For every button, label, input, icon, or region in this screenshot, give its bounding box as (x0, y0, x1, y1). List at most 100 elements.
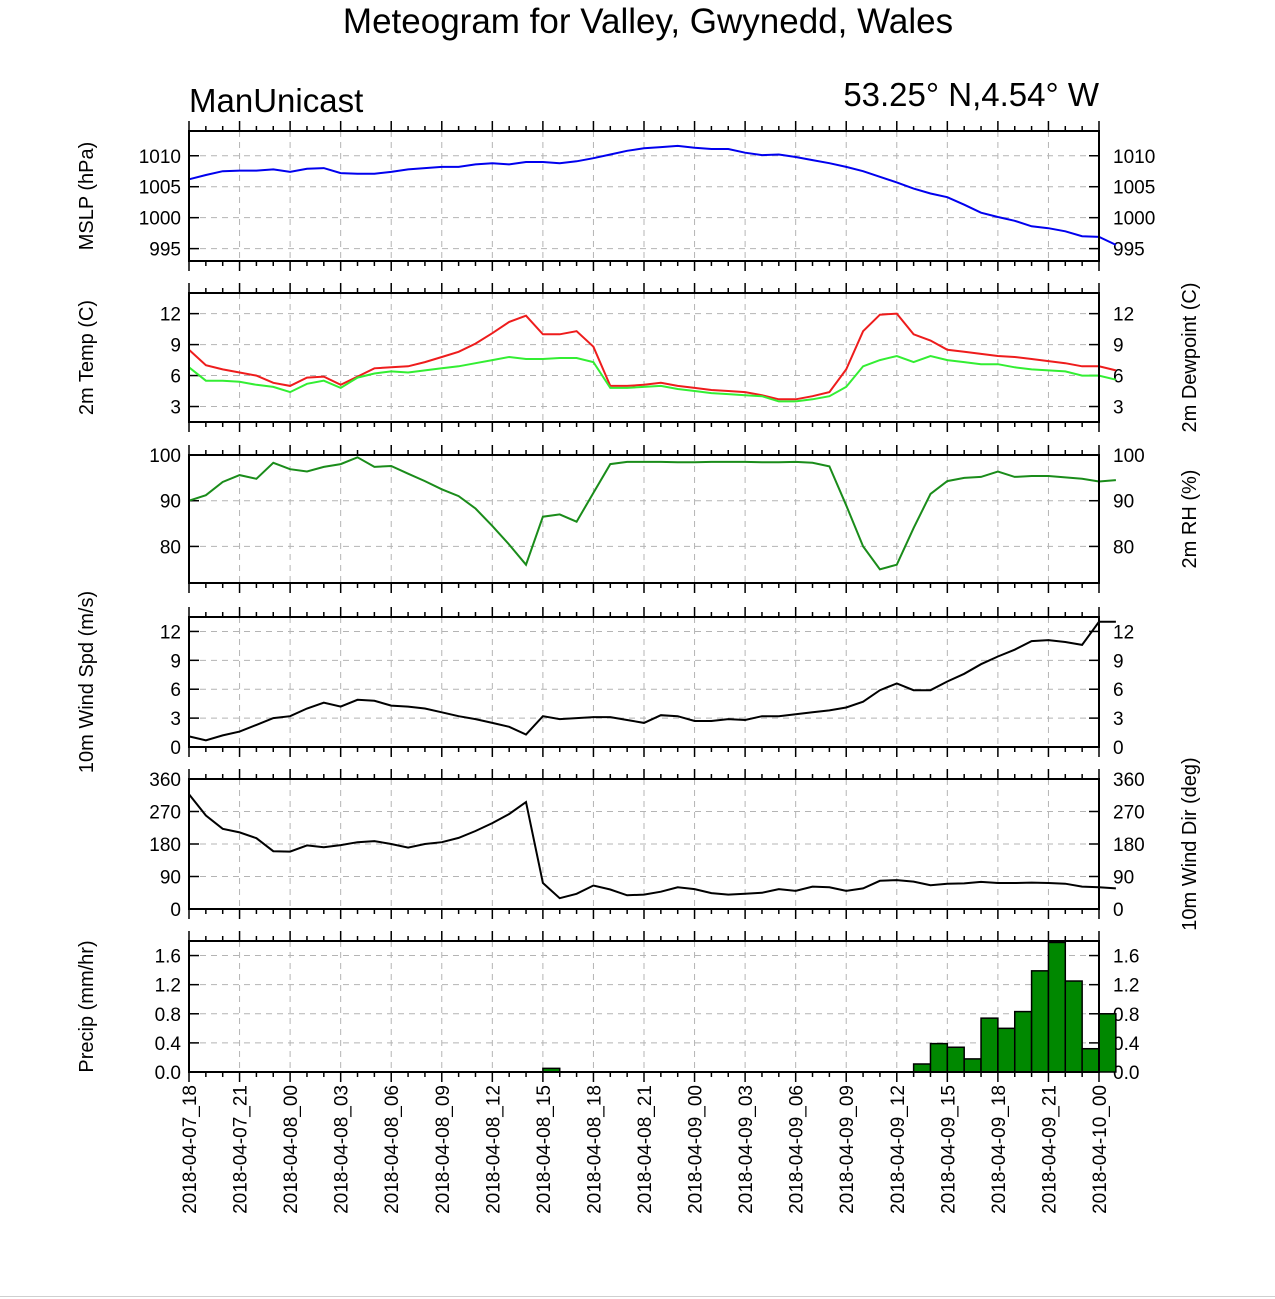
x-tick-label: 2018-04-08_12 (483, 1085, 504, 1214)
series-line-wind_speed (188, 620, 1116, 742)
y-tick-label-right: 1.6 (1113, 947, 1139, 968)
x-tick-label: 2018-04-09_15 (938, 1085, 959, 1214)
y-tick-label-right: 6 (1113, 367, 1124, 388)
precip-bar (997, 1027, 1016, 1073)
y-tick-label-right: 1010 (1113, 147, 1155, 168)
precip-bar (1064, 980, 1083, 1073)
location-label: 53.25° N,4.54° W (843, 76, 1100, 113)
y-tick-label-left: 90 (160, 868, 181, 889)
y-tick-label-left: 1.6 (155, 947, 181, 968)
panel-wind_dir: 0 0 90 90 180 180 270 270 360 360 10m Wind Dir (de… (149, 757, 1201, 930)
y-tick-label-left: 995 (149, 240, 181, 261)
y-tick-label-left: 6 (170, 367, 181, 388)
x-tick-label: 2018-04-08_09 (433, 1085, 454, 1214)
y-tick-label-right: 100 (1113, 446, 1145, 467)
y-tick-label-left: 90 (160, 492, 181, 513)
panel-precip: 0.0 0.0 0.4 0.4 0.8 0.8 1.2 1.2 1.6 1.6 Precip (mm… (76, 931, 1140, 1084)
x-tick-label: 2018-04-07_21 (231, 1085, 252, 1214)
y-tick-label-left: 0 (170, 900, 181, 921)
y-tick-label-right: 360 (1113, 770, 1145, 791)
x-tick-label: 2018-04-08_03 (332, 1085, 353, 1214)
x-tick-label: 2018-04-08_18 (584, 1085, 605, 1214)
y-axis-title-left: 2m Temp (C) (76, 300, 98, 415)
y-tick-label-right: 0.8 (1113, 1005, 1139, 1026)
y-tick-label-left: 180 (149, 835, 181, 856)
precip-bar (1098, 1013, 1117, 1073)
y-axis-title-left: Precip (mm/hr) (76, 940, 98, 1072)
y-tick-label-left: 3 (170, 709, 181, 730)
y-axis-title-left: MSLP (hPa) (76, 142, 98, 251)
y-tick-label-right: 1.2 (1113, 976, 1139, 997)
y-axis-title-right: 2m Dewpoint (C) (1179, 282, 1201, 432)
bottom-divider (0, 1296, 1275, 1297)
x-tick-label: 2018-04-09_12 (888, 1085, 909, 1214)
x-tick-label: 2018-04-08_00 (281, 1085, 302, 1214)
panel-frame (188, 454, 1100, 584)
x-tick-label: 2018-04-09_21 (1039, 1085, 1060, 1214)
panel-rh: 80 80 90 90 100 100 2m RH (%) (149, 445, 1201, 593)
precip-bar (1013, 1010, 1033, 1073)
precip-bar (963, 1058, 982, 1073)
x-tick-label: 2018-04-09_06 (787, 1085, 808, 1214)
y-tick-label-right: 3 (1113, 398, 1124, 419)
y-tick-label-left: 12 (160, 622, 181, 643)
y-tick-label-left: 3 (170, 398, 181, 419)
x-tick-label: 2018-04-09_03 (736, 1085, 757, 1214)
panel-temp: 3 3 6 6 9 9 12 12 2m Temp (C) 2m Dewpoint (C) (76, 282, 1201, 432)
y-tick-label-right: 0 (1113, 900, 1124, 921)
y-tick-label-right: 3 (1113, 709, 1124, 730)
y-tick-label-left: 6 (170, 680, 181, 701)
y-tick-label-left: 0.4 (155, 1034, 182, 1055)
series-line-temp (188, 312, 1117, 401)
series-line-rh (188, 456, 1116, 571)
panel-frame (188, 292, 1100, 423)
series-line-wind_dir (188, 793, 1116, 900)
precip-bar (929, 1042, 949, 1073)
y-tick-label-left: 9 (170, 336, 181, 357)
x-tick-label: 2018-04-10_00 (1090, 1085, 1111, 1214)
x-tick-label: 2018-04-08_15 (534, 1085, 555, 1214)
y-tick-label-right: 0.0 (1113, 1063, 1139, 1084)
precip-bar (946, 1046, 965, 1073)
y-tick-label-right: 12 (1113, 622, 1134, 643)
panel-mslp: 995 995 1000 1000 1005 1005 1010 1010 MSLP (hPa) (76, 121, 1155, 271)
y-tick-label-right: 90 (1113, 492, 1134, 513)
series-line-temp (188, 354, 1117, 403)
y-tick-label-left: 0.0 (155, 1063, 181, 1084)
y-tick-label-right: 995 (1113, 240, 1145, 261)
y-axis-title-left: 10m Wind Spd (m/s) (76, 591, 98, 773)
y-tick-label-right: 12 (1113, 305, 1134, 326)
y-tick-label-left: 12 (160, 305, 181, 326)
x-tick-label: 2018-04-08_06 (382, 1085, 403, 1214)
precip-bar (912, 1063, 932, 1073)
x-tick-label: 2018-04-08_21 (635, 1085, 656, 1214)
y-tick-label-left: 0.8 (155, 1005, 181, 1026)
y-tick-label-right: 0 (1113, 738, 1124, 759)
y-tick-label-right: 1005 (1113, 178, 1155, 199)
model-label: ManUnicast (189, 82, 363, 119)
chart-title: Meteogram for Valley, Gwynedd, Wales (343, 2, 953, 41)
y-tick-label-right: 270 (1113, 803, 1145, 824)
precip-bar (1081, 1047, 1100, 1073)
y-tick-label-right: 6 (1113, 680, 1124, 701)
y-tick-label-right: 9 (1113, 651, 1124, 672)
y-axis-title-right: 10m Wind Dir (deg) (1179, 757, 1201, 930)
precip-bar (1030, 970, 1050, 1073)
x-tick-label: 2018-04-09_18 (989, 1085, 1010, 1214)
precip-bar (980, 1017, 999, 1073)
y-tick-label-right: 90 (1113, 868, 1134, 889)
series-line-mslp (188, 144, 1117, 246)
y-tick-label-right: 180 (1113, 835, 1145, 856)
x-tick-label: 2018-04-09_00 (686, 1085, 707, 1214)
x-tick-label: 2018-04-07_18 (180, 1085, 201, 1214)
x-tick-label: 2018-04-09_09 (837, 1085, 858, 1214)
y-tick-label-right: 80 (1113, 537, 1134, 558)
y-tick-label-left: 1010 (139, 147, 181, 168)
y-tick-label-left: 1005 (139, 178, 181, 199)
precip-bar (1047, 941, 1067, 1073)
y-tick-label-left: 1.2 (155, 976, 181, 997)
y-axis-title-right: 2m RH (%) (1179, 470, 1201, 569)
y-tick-label-right: 0.4 (1113, 1034, 1140, 1055)
